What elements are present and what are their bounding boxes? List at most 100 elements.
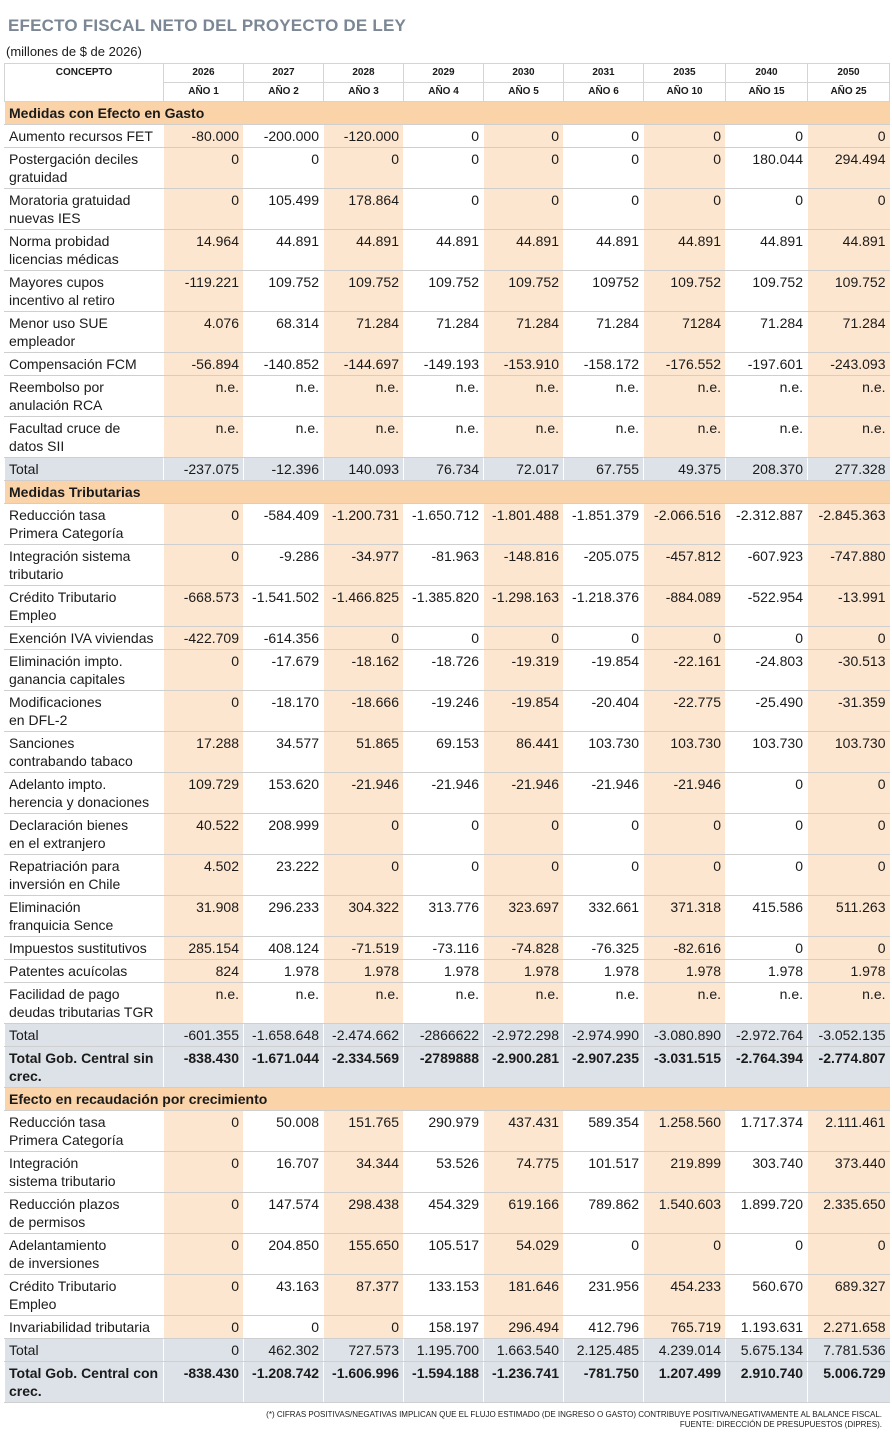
cell-value: 34.344	[323, 1151, 404, 1193]
row-label: Sanciones contrabando tabaco	[4, 731, 164, 773]
cell-value: 44.891	[483, 229, 564, 271]
cell-value: 560.670	[725, 1274, 808, 1316]
cell-value: 437.431	[483, 1110, 564, 1152]
cell-value: 0	[163, 1315, 244, 1339]
year-header: 2029	[403, 63, 484, 83]
cell-value: 313.776	[403, 895, 484, 937]
cell-value: 304.322	[323, 895, 404, 937]
cell-value: 69.153	[403, 731, 484, 773]
year-header: 2040	[725, 63, 808, 83]
cell-value: -1.801.488	[483, 503, 564, 545]
cell-value: 0	[323, 813, 404, 855]
year-header: 2031	[563, 63, 644, 83]
cell-value: n.e.	[807, 982, 890, 1024]
year-header: 2026	[163, 63, 244, 83]
cell-value: 7.781.536	[807, 1338, 890, 1362]
cell-value: 0	[323, 147, 404, 189]
cell-value: 178.864	[323, 188, 404, 230]
data-row: Facultad cruce de datos SII n.e. n.e. n.e. n…	[4, 416, 890, 458]
cell-value: 2.271.658	[807, 1315, 890, 1339]
cell-value: 0	[483, 188, 564, 230]
cell-value: 103.730	[807, 731, 890, 773]
cell-value: 0	[323, 854, 404, 896]
cell-value: 0	[403, 147, 484, 189]
cell-value: -21.946	[643, 772, 726, 814]
cell-value: 44.891	[725, 229, 808, 271]
cell-value: 53.526	[403, 1151, 484, 1193]
row-label: Crédito Tributario Empleo	[4, 585, 164, 627]
year-header: 2035	[643, 63, 726, 83]
row-label: Menor uso SUE empleador	[4, 311, 164, 353]
cell-value: -614.356	[243, 626, 324, 650]
cell-value: 0	[243, 1315, 324, 1339]
cell-value: 44.891	[323, 229, 404, 271]
section-header: Medidas Tributarias	[4, 480, 890, 504]
cell-value: 303.740	[725, 1151, 808, 1193]
cell-value: 0	[163, 1151, 244, 1193]
cell-value: 34.577	[243, 731, 324, 773]
grand-total-row: Total Gob. Central sin crec. -838.430 -1.6…	[4, 1046, 890, 1088]
cell-value: n.e.	[403, 375, 484, 417]
cell-value: 109.752	[403, 270, 484, 312]
cell-value: -3.031.515	[643, 1046, 726, 1088]
cell-value: 689.327	[807, 1274, 890, 1316]
cell-value: -30.513	[807, 649, 890, 691]
row-label: Norma probidad licencias médicas	[4, 229, 164, 271]
cell-value: -2789888	[403, 1046, 484, 1088]
cell-value: -18.666	[323, 690, 404, 732]
data-row: Reducción tasa Primera Categoría 0 50.008 1…	[4, 1110, 890, 1152]
cell-value: -56.894	[163, 352, 244, 376]
cell-value: -2.312.887	[725, 503, 808, 545]
footnote: (*) CIFRAS POSITIVAS/NEGATIVAS IMPLICAN …	[266, 1410, 882, 1430]
cell-value: 0	[725, 1233, 808, 1275]
cell-value: 0	[323, 626, 404, 650]
cell-value: 2.910.740	[725, 1361, 808, 1403]
cell-value: 589.354	[563, 1110, 644, 1152]
cell-value: n.e.	[483, 375, 564, 417]
cell-value: -18.726	[403, 649, 484, 691]
data-row: Exención IVA viviendas -422.709 -614.356 0 0…	[4, 626, 890, 650]
cell-value: 109.729	[163, 772, 244, 814]
cell-value: 0	[403, 813, 484, 855]
cell-value: 0	[725, 188, 808, 230]
cell-value: -9.286	[243, 544, 324, 586]
cell-value: 103.730	[643, 731, 726, 773]
cell-value: 296.233	[243, 895, 324, 937]
row-label: Moratoria gratuidad nuevas IES	[4, 188, 164, 230]
data-row: Moratoria gratuidad nuevas IES 0 105.499 17…	[4, 188, 890, 230]
cell-value: 71.284	[725, 311, 808, 353]
row-label: Reducción plazos de permisos	[4, 1192, 164, 1234]
data-row: Patentes acuícolas 824 1.978 1.978 1.978 1.97…	[4, 959, 890, 983]
cell-value: 1.978	[323, 959, 404, 983]
data-row: Adelanto impto. herencia y donaciones 109…	[4, 772, 890, 814]
row-label: Adelantamiento de inversiones	[4, 1233, 164, 1275]
cell-value: -13.991	[807, 585, 890, 627]
cell-value: 285.154	[163, 936, 244, 960]
cell-value: 2.125.485	[563, 1338, 644, 1362]
data-row: Crédito Tributario Empleo 0 43.163 87.377 13…	[4, 1274, 890, 1316]
row-label: Postergación deciles gratuidad	[4, 147, 164, 189]
row-label: Reembolso por anulación RCA	[4, 375, 164, 417]
cell-value: 71.284	[483, 311, 564, 353]
cell-value: 0	[563, 188, 644, 230]
cell-value: -82.616	[643, 936, 726, 960]
cell-value: 373.440	[807, 1151, 890, 1193]
cell-value: -781.750	[563, 1361, 644, 1403]
cell-value: n.e.	[807, 375, 890, 417]
cell-value: 44.891	[563, 229, 644, 271]
cell-value: -153.910	[483, 352, 564, 376]
cell-value: 727.573	[323, 1338, 404, 1362]
cell-value: n.e.	[725, 375, 808, 417]
cell-value: 0	[243, 147, 324, 189]
cell-value: 0	[807, 124, 890, 148]
cell-value: n.e.	[563, 375, 644, 417]
cell-value: n.e.	[323, 375, 404, 417]
data-row: Declaración bienes en el extranjero 40.52…	[4, 813, 890, 855]
cell-value: 105.499	[243, 188, 324, 230]
cell-value: -3.052.135	[807, 1023, 890, 1047]
row-label: Integración sistema tributario	[4, 544, 164, 586]
cell-value: 76.734	[403, 457, 484, 481]
section-title: Efecto en recaudación por crecimiento	[4, 1087, 890, 1111]
cell-value: n.e.	[483, 982, 564, 1024]
cell-value: -22.161	[643, 649, 726, 691]
